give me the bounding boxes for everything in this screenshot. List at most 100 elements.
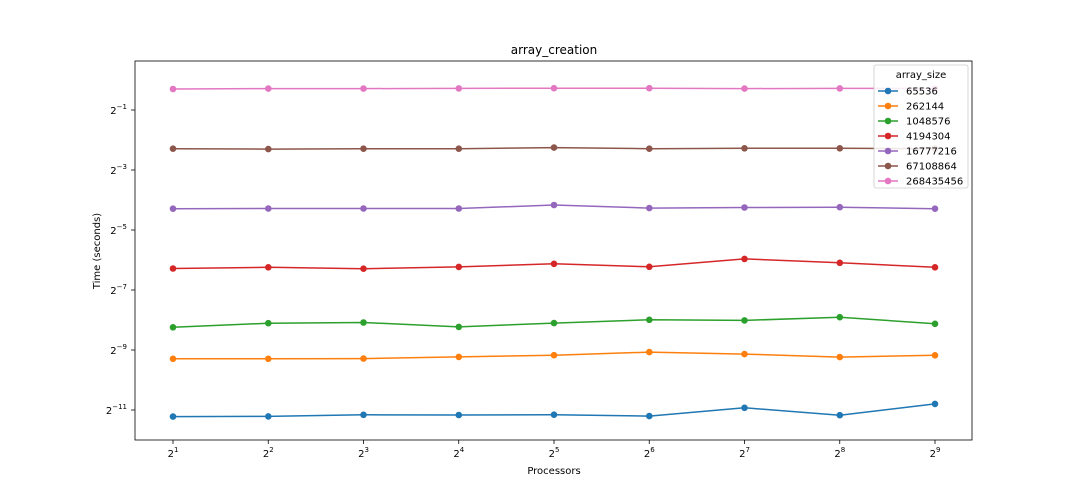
data-point-268435456	[265, 85, 272, 92]
y-tick-label: 2−3	[110, 163, 127, 177]
data-point-262144	[931, 352, 939, 359]
legend-title: array_size	[896, 70, 947, 81]
legend-box	[873, 64, 969, 189]
legend-swatch-marker	[884, 147, 892, 155]
x-tick-label: 23	[358, 446, 369, 460]
legend-entry: 4194304	[906, 132, 951, 143]
legend-entry: 268435456	[906, 177, 963, 188]
y-tick-label: 2−5	[110, 223, 127, 237]
legend-swatch-marker	[884, 87, 892, 95]
data-point-1048576	[931, 320, 939, 328]
data-point-268435456	[550, 84, 558, 92]
legend-swatch-marker	[884, 132, 892, 140]
data-point-65536	[169, 413, 177, 420]
legend-swatch-marker	[884, 162, 892, 170]
data-point-67108864	[646, 145, 653, 152]
data-point-262144	[455, 353, 463, 361]
data-point-67108864	[360, 145, 367, 152]
x-tick-label: 28	[834, 446, 845, 460]
data-point-262144	[360, 355, 367, 362]
x-axis-label: Processors	[527, 466, 580, 477]
y-axis-label: Time (seconds)	[92, 213, 103, 290]
data-point-16777216	[169, 205, 177, 212]
y-axis: 2−1 2−3 2−5 2−7 2−9 2−11	[106, 103, 135, 417]
chart-title: array_creation	[511, 43, 597, 57]
data-point-4194304	[741, 255, 748, 263]
legend-entry: 67108864	[906, 162, 957, 173]
x-tick-label: 21	[168, 446, 179, 460]
data-point-262144	[265, 355, 272, 363]
data-point-268435456	[360, 85, 367, 92]
data-point-16777216	[931, 205, 939, 212]
data-point-65536	[931, 400, 939, 408]
data-point-1048576	[169, 324, 177, 331]
legend-entry: 65536	[906, 87, 938, 98]
data-point-4194304	[646, 263, 653, 271]
data-point-16777216	[455, 205, 463, 212]
data-point-67108864	[550, 144, 558, 151]
y-tick-label: 2−1	[110, 103, 127, 117]
legend: array_size 65536 262144 1048576 4194304 16777…	[873, 64, 969, 189]
data-point-16777216	[550, 201, 558, 209]
data-point-65536	[550, 411, 558, 419]
data-point-1048576	[836, 313, 844, 321]
data-point-1048576	[455, 323, 463, 331]
data-point-65536	[265, 413, 272, 420]
legend-swatch-marker	[884, 117, 892, 125]
data-point-268435456	[169, 85, 177, 93]
x-tick-label: 29	[930, 446, 941, 460]
data-point-1048576	[741, 317, 748, 324]
data-point-65536	[836, 411, 844, 419]
legend-swatch-marker	[884, 177, 892, 185]
data-point-65536	[646, 412, 653, 420]
data-point-65536	[455, 411, 463, 419]
data-point-67108864	[836, 145, 844, 152]
data-point-65536	[360, 411, 367, 419]
data-point-16777216	[836, 203, 844, 211]
y-tick-label: 2−7	[110, 283, 127, 297]
series-layer	[169, 84, 939, 420]
data-point-67108864	[169, 145, 177, 152]
plot-area	[134, 60, 973, 441]
x-tick-label: 26	[644, 446, 655, 460]
data-point-268435456	[741, 85, 748, 92]
data-point-262144	[169, 355, 177, 363]
data-point-268435456	[646, 84, 653, 92]
data-point-16777216	[360, 205, 367, 212]
data-point-4194304	[931, 264, 939, 271]
legend-swatch-marker	[884, 102, 892, 110]
data-point-67108864	[455, 145, 463, 152]
data-point-262144	[550, 351, 558, 359]
data-point-1048576	[265, 319, 272, 327]
y-tick-label: 2−9	[110, 343, 127, 357]
x-tick-label: 24	[453, 446, 464, 460]
data-point-65536	[741, 404, 748, 412]
data-point-16777216	[741, 204, 748, 211]
data-point-1048576	[550, 319, 558, 327]
x-tick-label: 22	[263, 446, 274, 460]
legend-entry: 16777216	[906, 147, 957, 158]
data-point-268435456	[455, 85, 463, 92]
data-point-16777216	[265, 205, 272, 212]
data-point-4194304	[550, 260, 558, 268]
x-tick-label: 25	[549, 446, 560, 460]
x-tick-label: 27	[739, 446, 750, 460]
data-point-262144	[646, 348, 653, 356]
data-point-4194304	[455, 263, 463, 271]
legend-entry: 262144	[906, 102, 944, 113]
legend-entry: 1048576	[906, 117, 951, 128]
data-point-67108864	[265, 145, 272, 153]
data-point-4194304	[836, 259, 844, 267]
y-tick-label: 2−11	[106, 403, 127, 417]
data-point-1048576	[360, 319, 367, 326]
data-point-262144	[741, 350, 748, 358]
data-point-67108864	[741, 145, 748, 152]
data-point-4194304	[265, 264, 272, 271]
data-point-268435456	[836, 85, 844, 92]
data-point-4194304	[360, 265, 367, 273]
data-point-16777216	[646, 204, 653, 212]
data-point-1048576	[646, 316, 653, 324]
x-axis: 21 22 23 24 25 26 27 28 29	[168, 440, 941, 460]
data-point-4194304	[169, 265, 177, 272]
